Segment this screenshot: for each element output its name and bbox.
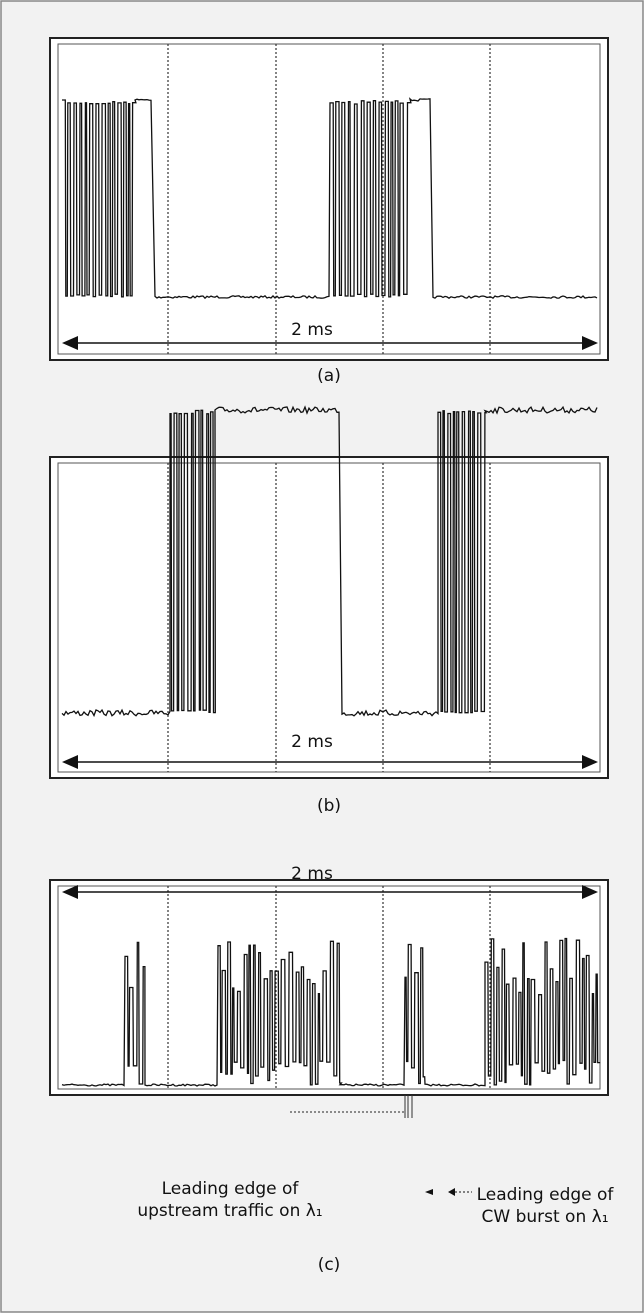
scope-frame (50, 457, 608, 778)
panel-label: (c) (318, 1255, 341, 1275)
panel-label: (a) (317, 366, 341, 386)
panel-label: (b) (317, 796, 341, 816)
panels: 2 ms (a) 2 ms (b) 2 ms (c) (50, 38, 608, 1275)
span-label: 2 ms (291, 732, 333, 752)
span-label: 2 ms (291, 864, 333, 884)
annotation: Leading edge of (162, 1179, 300, 1199)
annotation: Leading edge of (477, 1185, 615, 1205)
span-label: 2 ms (291, 320, 333, 340)
annotation: CW burst on λ₁ (481, 1207, 608, 1227)
annotation: upstream traffic on λ₁ (137, 1201, 322, 1221)
figure: 2 ms (a) 2 ms (b) 2 ms (c) Leading edge of up… (0, 0, 644, 1313)
